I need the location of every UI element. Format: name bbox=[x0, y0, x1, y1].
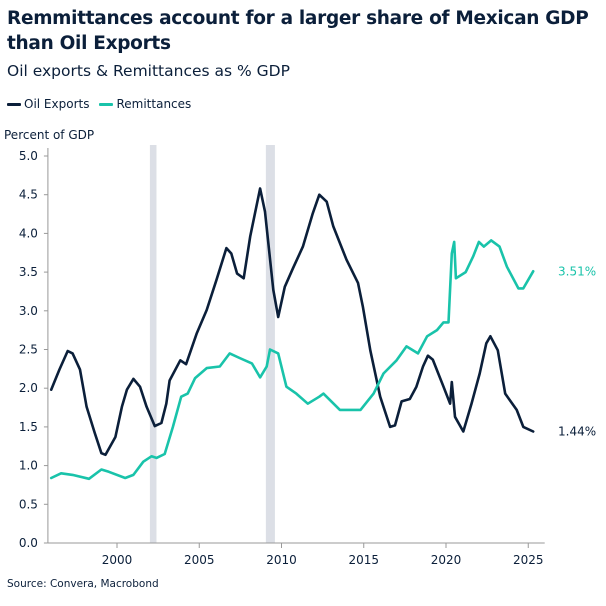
y-tick-label: 1.5 bbox=[19, 420, 38, 434]
end-label-remittances: 3.51% bbox=[558, 264, 596, 278]
y-tick-label: 4.0 bbox=[19, 226, 38, 240]
legend-item-oil-exports: Oil Exports bbox=[7, 97, 89, 111]
y-tick-label: 2.5 bbox=[19, 343, 38, 357]
x-tick-label: 2025 bbox=[513, 553, 544, 567]
series-line-oil-exports bbox=[49, 187, 535, 457]
series-line-remittances bbox=[49, 239, 535, 481]
y-tick-label: 4.5 bbox=[19, 188, 38, 202]
x-tick-label: 2000 bbox=[102, 553, 133, 567]
end-label-oil-exports: 1.44% bbox=[558, 425, 596, 439]
y-tick-label: 2.0 bbox=[19, 381, 38, 395]
y-axis-label: Percent of GDP bbox=[4, 128, 95, 142]
y-tick-label: 0.0 bbox=[19, 536, 38, 550]
y-tick-label: 3.0 bbox=[19, 304, 38, 318]
y-tick-label: 1.0 bbox=[19, 459, 38, 473]
x-tick-label: 2020 bbox=[431, 553, 462, 567]
chart-title: Remmittances account for a larger share … bbox=[7, 8, 589, 54]
chart-subtitle: Oil exports & Remittances as % GDP bbox=[7, 62, 290, 80]
legend-swatch-oil-exports bbox=[7, 102, 21, 106]
legend-swatch-remittances bbox=[99, 102, 114, 106]
legend-label-oil-exports: Oil Exports bbox=[24, 97, 90, 111]
y-tick-label: 5.0 bbox=[19, 149, 38, 163]
x-tick-label: 2005 bbox=[184, 553, 215, 567]
x-tick-label: 2015 bbox=[348, 553, 379, 567]
recession-band bbox=[149, 145, 157, 543]
source-note: Source: Convera, Macrobond bbox=[7, 578, 159, 590]
legend: Oil Exports Remittances bbox=[7, 97, 191, 111]
legend-label-remittances: Remittances bbox=[116, 97, 192, 111]
recession-band bbox=[265, 145, 275, 543]
x-tick-label: 2010 bbox=[266, 553, 297, 567]
legend-item-remittances: Remittances bbox=[99, 97, 191, 111]
y-tick-label: 0.5 bbox=[19, 497, 38, 511]
y-tick-label: 3.5 bbox=[19, 265, 38, 279]
